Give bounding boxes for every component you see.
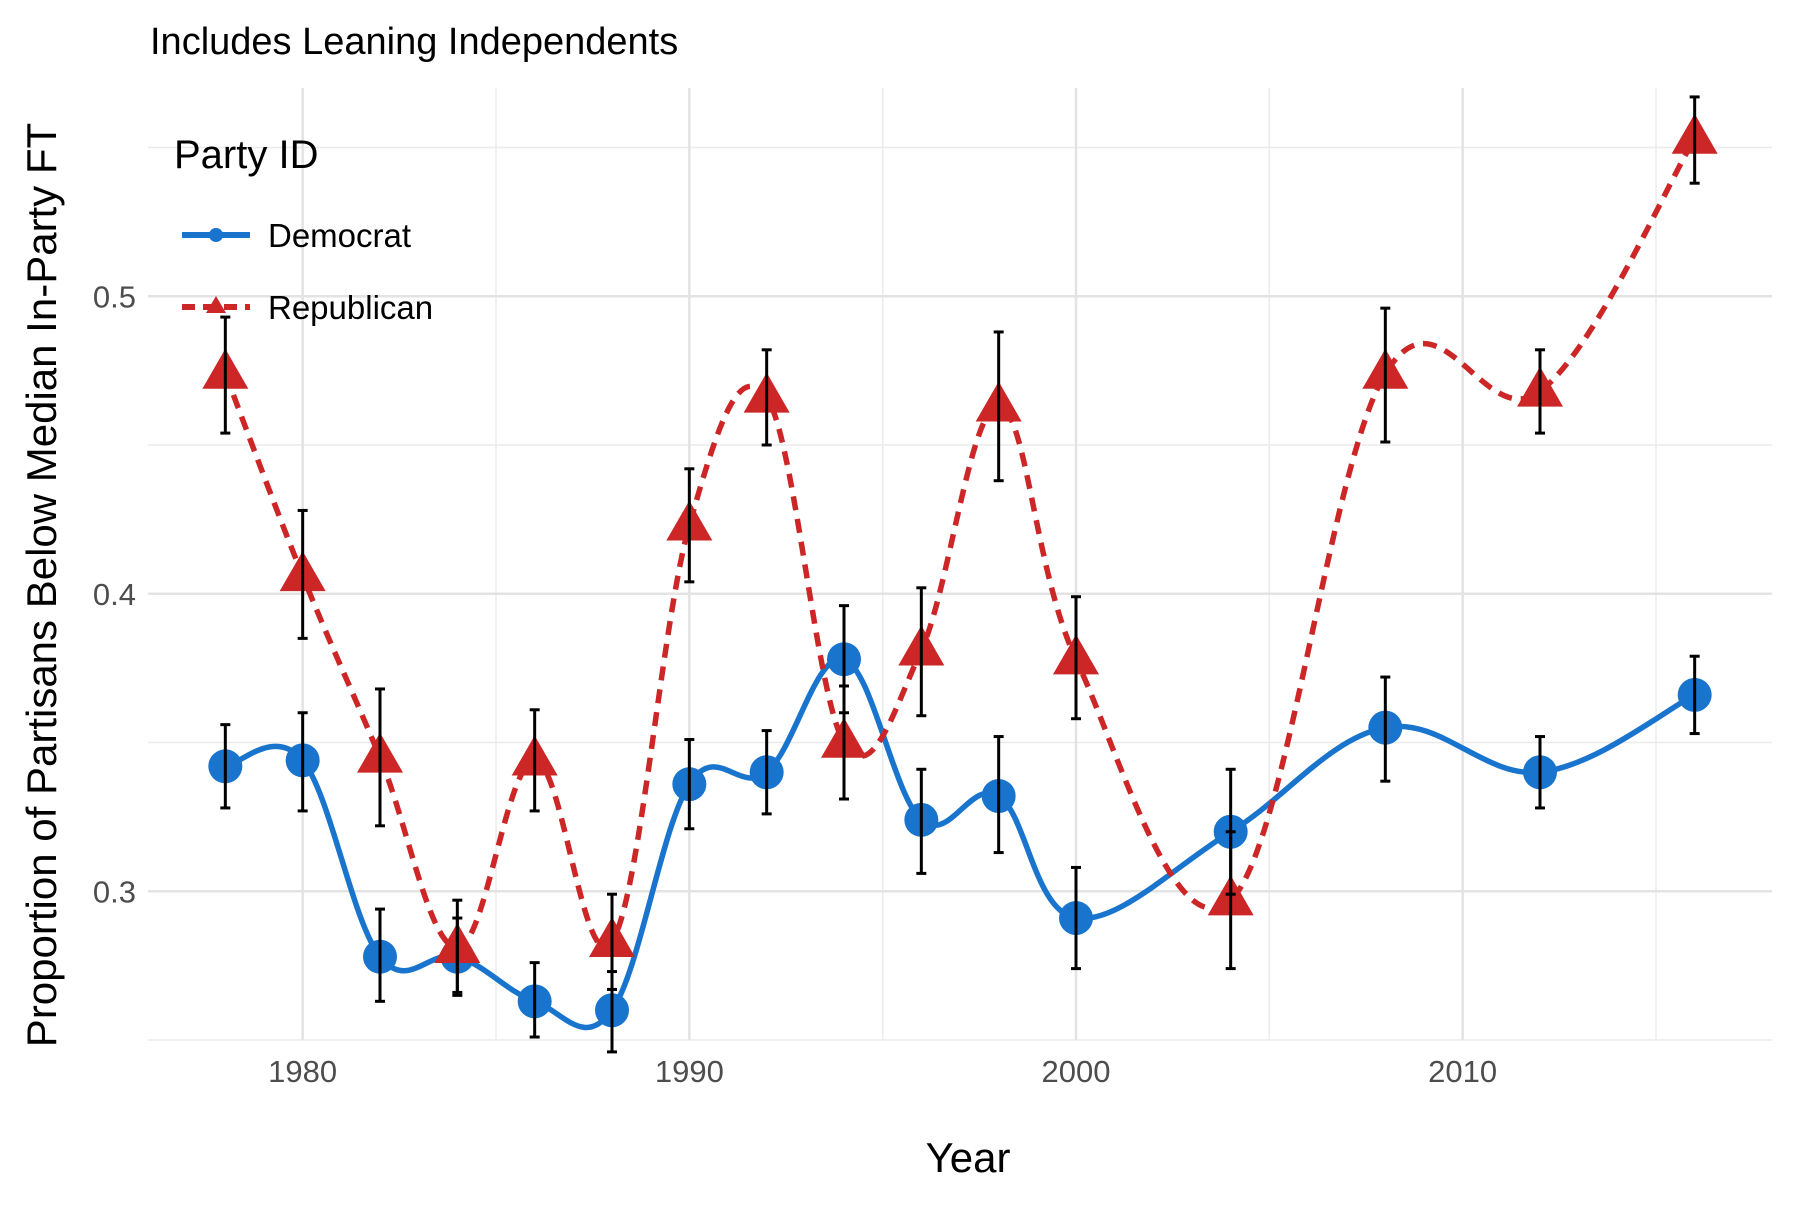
y-tick-label: 0.5 <box>93 279 136 314</box>
legend-label-democrat: Democrat <box>268 217 411 254</box>
error-bar-republican <box>1380 306 1391 444</box>
error-bar-democrat <box>761 729 772 816</box>
x-tick-label: 1990 <box>655 1054 724 1089</box>
legend-title: Party ID <box>174 133 318 177</box>
error-bar-republican <box>1071 595 1081 721</box>
error-bar-republican <box>1689 95 1700 185</box>
chart-subtitle: Includes Leaning Independents <box>150 21 678 63</box>
x-tick-label: 2000 <box>1042 1054 1111 1089</box>
legend-triangle-icon <box>206 296 226 313</box>
legend-key-democrat: Democrat <box>182 217 411 254</box>
error-bar-republican <box>839 684 849 801</box>
error-bar-republican <box>916 586 927 718</box>
legend-key-republican: Republican <box>182 289 433 326</box>
error-bar-republican <box>684 467 695 584</box>
series-lines <box>222 137 1698 1031</box>
error-bar-democrat <box>220 723 231 810</box>
error-bar-democrat <box>916 767 927 875</box>
error-bar-democrat <box>375 907 385 1003</box>
error-bar-republican <box>452 898 463 994</box>
error-bar-republican <box>1535 348 1545 435</box>
error-bar-democrat <box>529 961 540 1039</box>
error-bar-republican <box>220 315 231 435</box>
tick-labels: 0.3 0.4 0.5 1980 1990 2000 2010 <box>93 279 1497 1089</box>
error-bar-republican <box>993 330 1004 483</box>
series-line-democrat <box>224 656 1696 1031</box>
error-bar-democrat <box>1535 735 1545 810</box>
y-axis-label: Proportion of Partisans Below Median In-… <box>18 123 65 1047</box>
legend-circle-icon <box>209 228 223 242</box>
error-bar-democrat <box>1380 675 1391 783</box>
error-bar-democrat <box>993 735 1004 855</box>
legend: Party ID Democrat Republican <box>174 133 433 326</box>
error-bar-democrat <box>684 738 695 831</box>
x-axis-label: Year <box>926 1134 1011 1181</box>
x-tick-label: 2010 <box>1428 1054 1497 1089</box>
series-line-republican <box>222 137 1698 951</box>
error-bar-republican <box>761 348 772 447</box>
x-tick-label: 1980 <box>268 1054 337 1089</box>
legend-label-republican: Republican <box>268 289 433 326</box>
error-bar-republican <box>1225 830 1236 971</box>
error-bars <box>220 95 1700 1054</box>
error-bar-republican <box>607 892 617 991</box>
y-tick-label: 0.3 <box>93 874 136 909</box>
error-bar-democrat <box>297 711 308 813</box>
error-bar-republican <box>375 687 385 828</box>
y-tick-label: 0.4 <box>93 577 136 612</box>
error-bar-republican <box>297 508 308 640</box>
error-bar-republican <box>529 708 540 813</box>
error-bar-democrat <box>1071 865 1081 971</box>
error-bar-democrat <box>1689 654 1700 736</box>
